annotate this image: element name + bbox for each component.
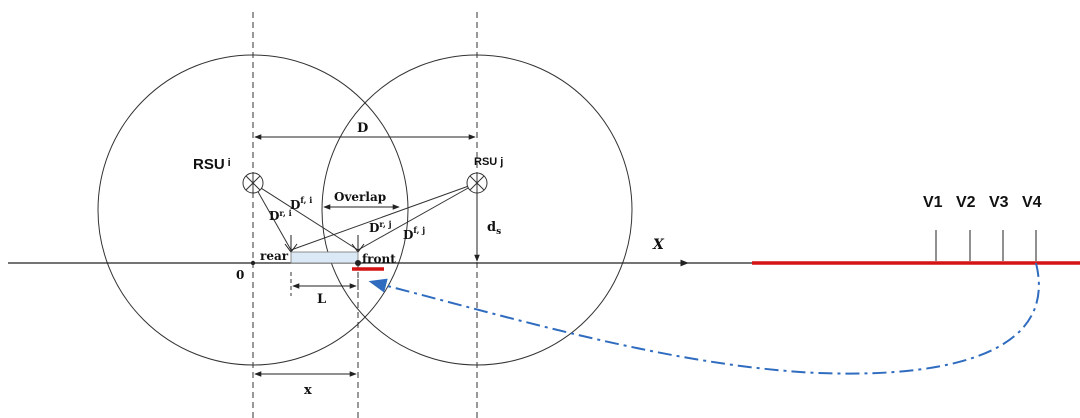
label-v2: V2	[956, 194, 976, 211]
label-D-fi: Df, i	[290, 195, 312, 212]
label-front: front	[362, 252, 396, 266]
label-v3: V3	[989, 194, 1009, 211]
label-rsu-j: RSU j	[474, 156, 503, 168]
label-v1: V1	[923, 194, 943, 211]
line-D-ri	[252, 182, 292, 251]
label-D-rj: Dr, j	[369, 219, 392, 235]
line-D-rj	[290, 182, 478, 251]
label-D-ri: Dr, i	[269, 208, 292, 223]
label-D: D	[357, 121, 368, 136]
handover-arrow	[368, 262, 1040, 375]
label-x: x	[304, 383, 312, 398]
line-D-fi	[252, 182, 359, 251]
label-rear: rear	[260, 249, 289, 263]
rsu-i-coverage-circle	[97, 54, 409, 366]
rsu-j-coverage-circle	[321, 54, 633, 366]
label-overlap: Overlap	[334, 190, 386, 204]
origin-dot	[250, 260, 256, 266]
vehicle-body	[290, 251, 359, 264]
vehicle-front-dot	[355, 260, 361, 266]
rsu-j-antenna-icon	[466, 172, 488, 194]
line-D-fj	[357, 182, 478, 251]
rsu-i-antenna-icon	[242, 172, 264, 194]
label-rsu-i: RSU i	[193, 156, 231, 173]
label-X-axis: X	[652, 237, 665, 253]
label-v4: V4	[1022, 194, 1042, 211]
label-L: L	[317, 292, 326, 307]
label-ds: ds	[487, 220, 501, 237]
label-origin: 0	[236, 268, 244, 282]
label-D-fj: Df, j	[403, 225, 425, 242]
